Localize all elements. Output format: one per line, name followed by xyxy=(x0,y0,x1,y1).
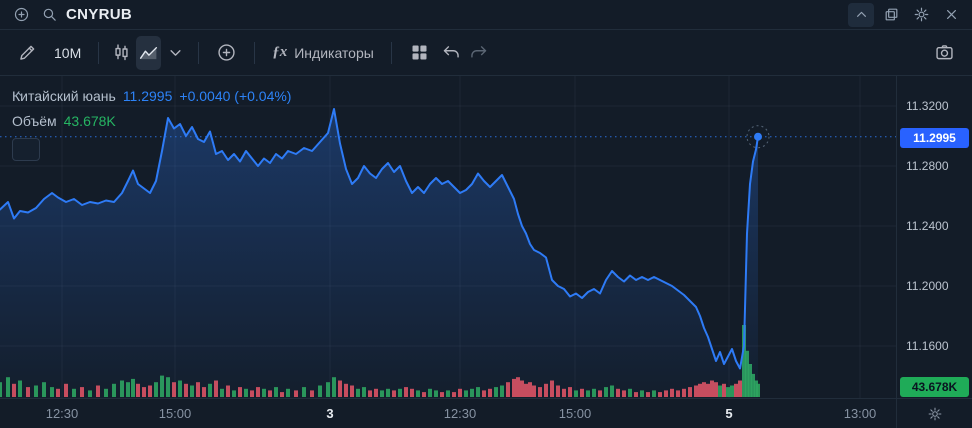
chart-area: Китайский юань 11.2995 +0.0040 (+0.04%) … xyxy=(0,76,972,398)
grid-layout-icon xyxy=(412,45,427,60)
restore-window-icon xyxy=(885,8,897,21)
area-fill xyxy=(0,109,758,398)
maximize-window-button[interactable] xyxy=(878,3,904,27)
gear-icon xyxy=(928,407,941,420)
redo-arrow-icon xyxy=(471,46,487,58)
toolbar-divider xyxy=(390,41,392,64)
fx-icon: ƒx xyxy=(272,44,288,60)
area-chart-type-button[interactable] xyxy=(136,35,162,70)
candles-chart-type-button[interactable] xyxy=(109,36,134,70)
snapshot-button[interactable] xyxy=(927,36,962,70)
volume-label: Объём xyxy=(12,113,57,129)
plus-circle-icon xyxy=(14,7,28,22)
indicators-button[interactable]: ƒx Индикаторы xyxy=(265,36,381,70)
time-scale[interactable]: 12:30 15:00 3 12:30 15:00 5 13:00 xyxy=(0,399,896,428)
indicators-label: Индикаторы xyxy=(294,44,374,61)
close-window-button[interactable] xyxy=(938,3,964,27)
time-axis-settings-button[interactable] xyxy=(896,399,972,428)
collapse-panel-button[interactable] xyxy=(848,2,874,27)
price-axis[interactable]: 11.3200 11.2800 11.2400 11.2000 11.1600 11.29… xyxy=(896,76,972,398)
timeframe-button[interactable]: 10M xyxy=(47,36,88,70)
series-name: Китайский юань xyxy=(12,88,116,104)
last-price-marker xyxy=(754,132,762,141)
current-volume-badge: 43.678K xyxy=(900,377,969,397)
chart-type-dropdown-button[interactable] xyxy=(163,36,188,70)
plus-circle-icon xyxy=(218,44,235,61)
price-tick-label: 11.1600 xyxy=(906,338,949,353)
gear-icon xyxy=(914,7,928,22)
chevron-up-icon xyxy=(14,92,23,97)
price-line-series xyxy=(0,108,759,370)
symbol-search-button[interactable] xyxy=(36,3,62,27)
current-price-badge: 11.2995 xyxy=(900,127,969,148)
volume-value: 43.678K xyxy=(63,113,116,129)
drawing-tools-button[interactable] xyxy=(10,36,45,70)
pencil-icon xyxy=(20,45,35,60)
timeframe-label: 10M xyxy=(54,44,82,61)
chart-toolbar: 10M ƒx Индикаторы xyxy=(0,30,972,76)
time-tick-label: 13:00 xyxy=(843,406,877,421)
undo-button[interactable] xyxy=(439,36,464,70)
compare-add-button[interactable] xyxy=(209,36,244,70)
area-chart-icon xyxy=(140,46,158,60)
window-settings-button[interactable] xyxy=(908,3,934,27)
last-price-value: 11.2995 xyxy=(122,88,173,104)
symbol-name[interactable]: CNYRUB xyxy=(66,6,132,23)
add-tab-button[interactable] xyxy=(8,3,34,27)
price-change-value: +0.0040 (+0.04%) xyxy=(179,88,292,104)
toolbar-divider xyxy=(98,41,100,64)
time-axis: 12:30 15:00 3 12:30 15:00 5 13:00 xyxy=(0,398,972,428)
time-tick-label: 15:00 xyxy=(158,406,192,421)
camera-icon xyxy=(936,45,953,60)
price-tick-label: 11.2400 xyxy=(906,218,949,233)
legend-volume-row: Объём 43.678K xyxy=(12,113,291,129)
time-tick-label: 3 xyxy=(326,406,334,421)
time-tick-label: 15:00 xyxy=(558,406,592,421)
price-tick-label: 11.3200 xyxy=(906,98,949,113)
window-header: CNYRUB xyxy=(0,0,972,30)
candlestick-icon xyxy=(115,44,128,61)
legend-series-row: Китайский юань 11.2995 +0.0040 (+0.04%) xyxy=(12,88,291,104)
chevron-down-icon xyxy=(170,50,181,56)
legend-collapse-button[interactable] xyxy=(12,92,40,161)
undo-arrow-icon xyxy=(443,46,459,58)
price-tick-label: 11.2800 xyxy=(906,158,949,173)
time-tick-label: 12:30 xyxy=(443,406,477,421)
time-tick-label: 5 xyxy=(725,406,733,421)
chevron-up-icon xyxy=(856,11,866,17)
layout-grid-button[interactable] xyxy=(402,36,437,70)
toolbar-divider xyxy=(254,41,256,64)
price-tick-label: 11.2000 xyxy=(906,278,949,293)
redo-button[interactable] xyxy=(466,36,491,70)
last-price-halo xyxy=(746,125,770,149)
search-icon xyxy=(43,8,56,21)
time-tick-label: 12:30 xyxy=(45,406,79,421)
close-icon xyxy=(946,10,956,19)
toolbar-divider xyxy=(198,41,200,64)
chart-legend: Китайский юань 11.2995 +0.0040 (+0.04%) … xyxy=(12,88,291,161)
price-chart[interactable] xyxy=(0,76,896,398)
chart-plot[interactable]: Китайский юань 11.2995 +0.0040 (+0.04%) … xyxy=(0,76,896,398)
